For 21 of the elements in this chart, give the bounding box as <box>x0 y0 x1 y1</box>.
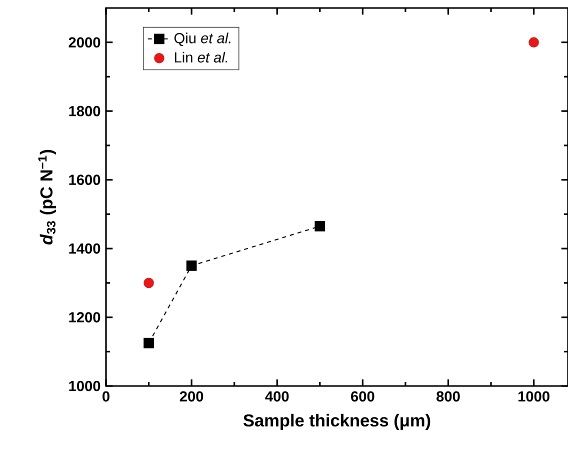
point <box>186 260 197 271</box>
y-tick-label: 1000 <box>69 380 100 392</box>
x-tick-label: 200 <box>180 391 204 402</box>
y-tick-label: 1800 <box>69 106 100 116</box>
y-tick-label: 1400 <box>69 243 100 254</box>
legend-label: Qiu et al. <box>174 32 230 46</box>
point <box>144 338 154 348</box>
y-tick-label: 1600 <box>69 174 100 185</box>
x-tick-label: 400 <box>265 391 289 402</box>
y-axis-title: d$_{33}$ (pC N$^{−1}$) <box>38 150 56 245</box>
x-tick-label: 0 <box>102 391 110 402</box>
legend-label: Lin et al. <box>174 52 228 63</box>
point <box>144 278 154 288</box>
x-tick-label: 600 <box>351 391 374 402</box>
y-tick-label: 2000 <box>68 37 100 48</box>
x-tick-label: 800 <box>436 391 460 402</box>
point <box>314 221 326 232</box>
x-tick-label: 1000 <box>518 391 550 402</box>
y-tick-label: 1200 <box>69 312 100 322</box>
x-axis-title: Sample thickness (μm) <box>243 414 430 430</box>
point <box>528 37 539 48</box>
